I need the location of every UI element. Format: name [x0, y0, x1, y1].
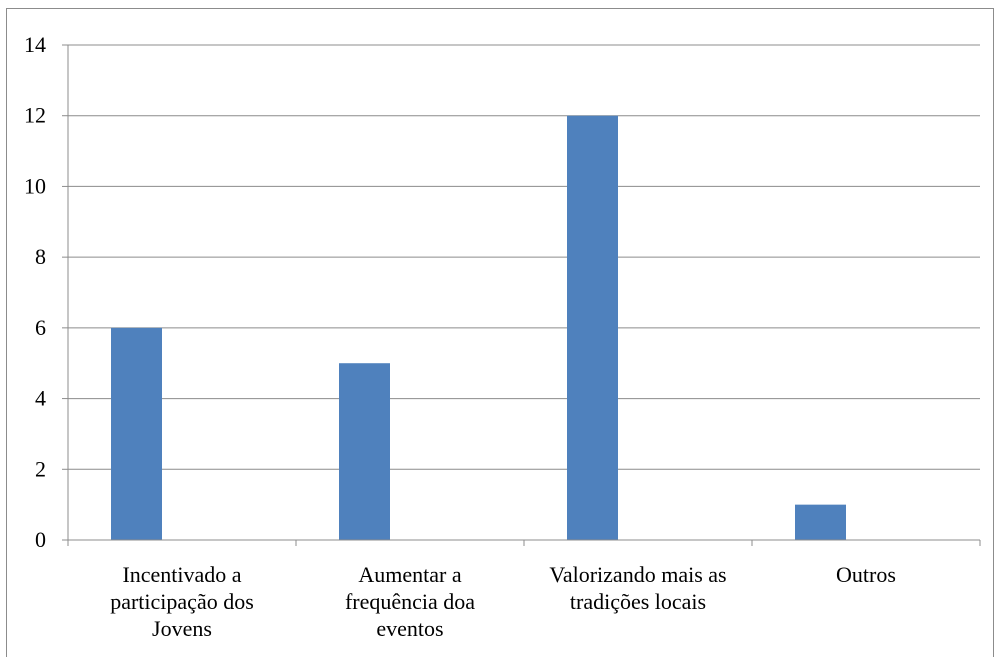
bars [111, 115, 846, 540]
bar [339, 363, 390, 540]
y-tick-label: 12 [24, 103, 46, 128]
bar [795, 504, 846, 540]
x-category-labels: Incentivado a participação dos Jovens Aumen… [110, 562, 896, 641]
y-tick-labels: 0 2 4 6 8 10 12 14 [24, 32, 46, 552]
x-category-label: Outros [836, 562, 896, 587]
y-tick-label: 0 [35, 527, 46, 552]
x-category-label: Incentivado a participação dos Jovens [110, 562, 254, 641]
x-category-label: Valorizando mais as tradições locais [549, 562, 726, 614]
y-tick-label: 4 [35, 386, 46, 411]
bar [111, 327, 162, 540]
y-tick-label: 10 [24, 173, 46, 198]
axes [62, 44, 981, 546]
y-tick-label: 14 [24, 32, 46, 57]
y-tick-label: 8 [35, 244, 46, 269]
y-tick-label: 6 [35, 315, 46, 340]
bar [567, 115, 618, 540]
y-tick-label: 2 [35, 456, 46, 481]
gridlines [68, 44, 980, 470]
x-category-label: Aumentar a frequência doa eventos [345, 562, 475, 641]
